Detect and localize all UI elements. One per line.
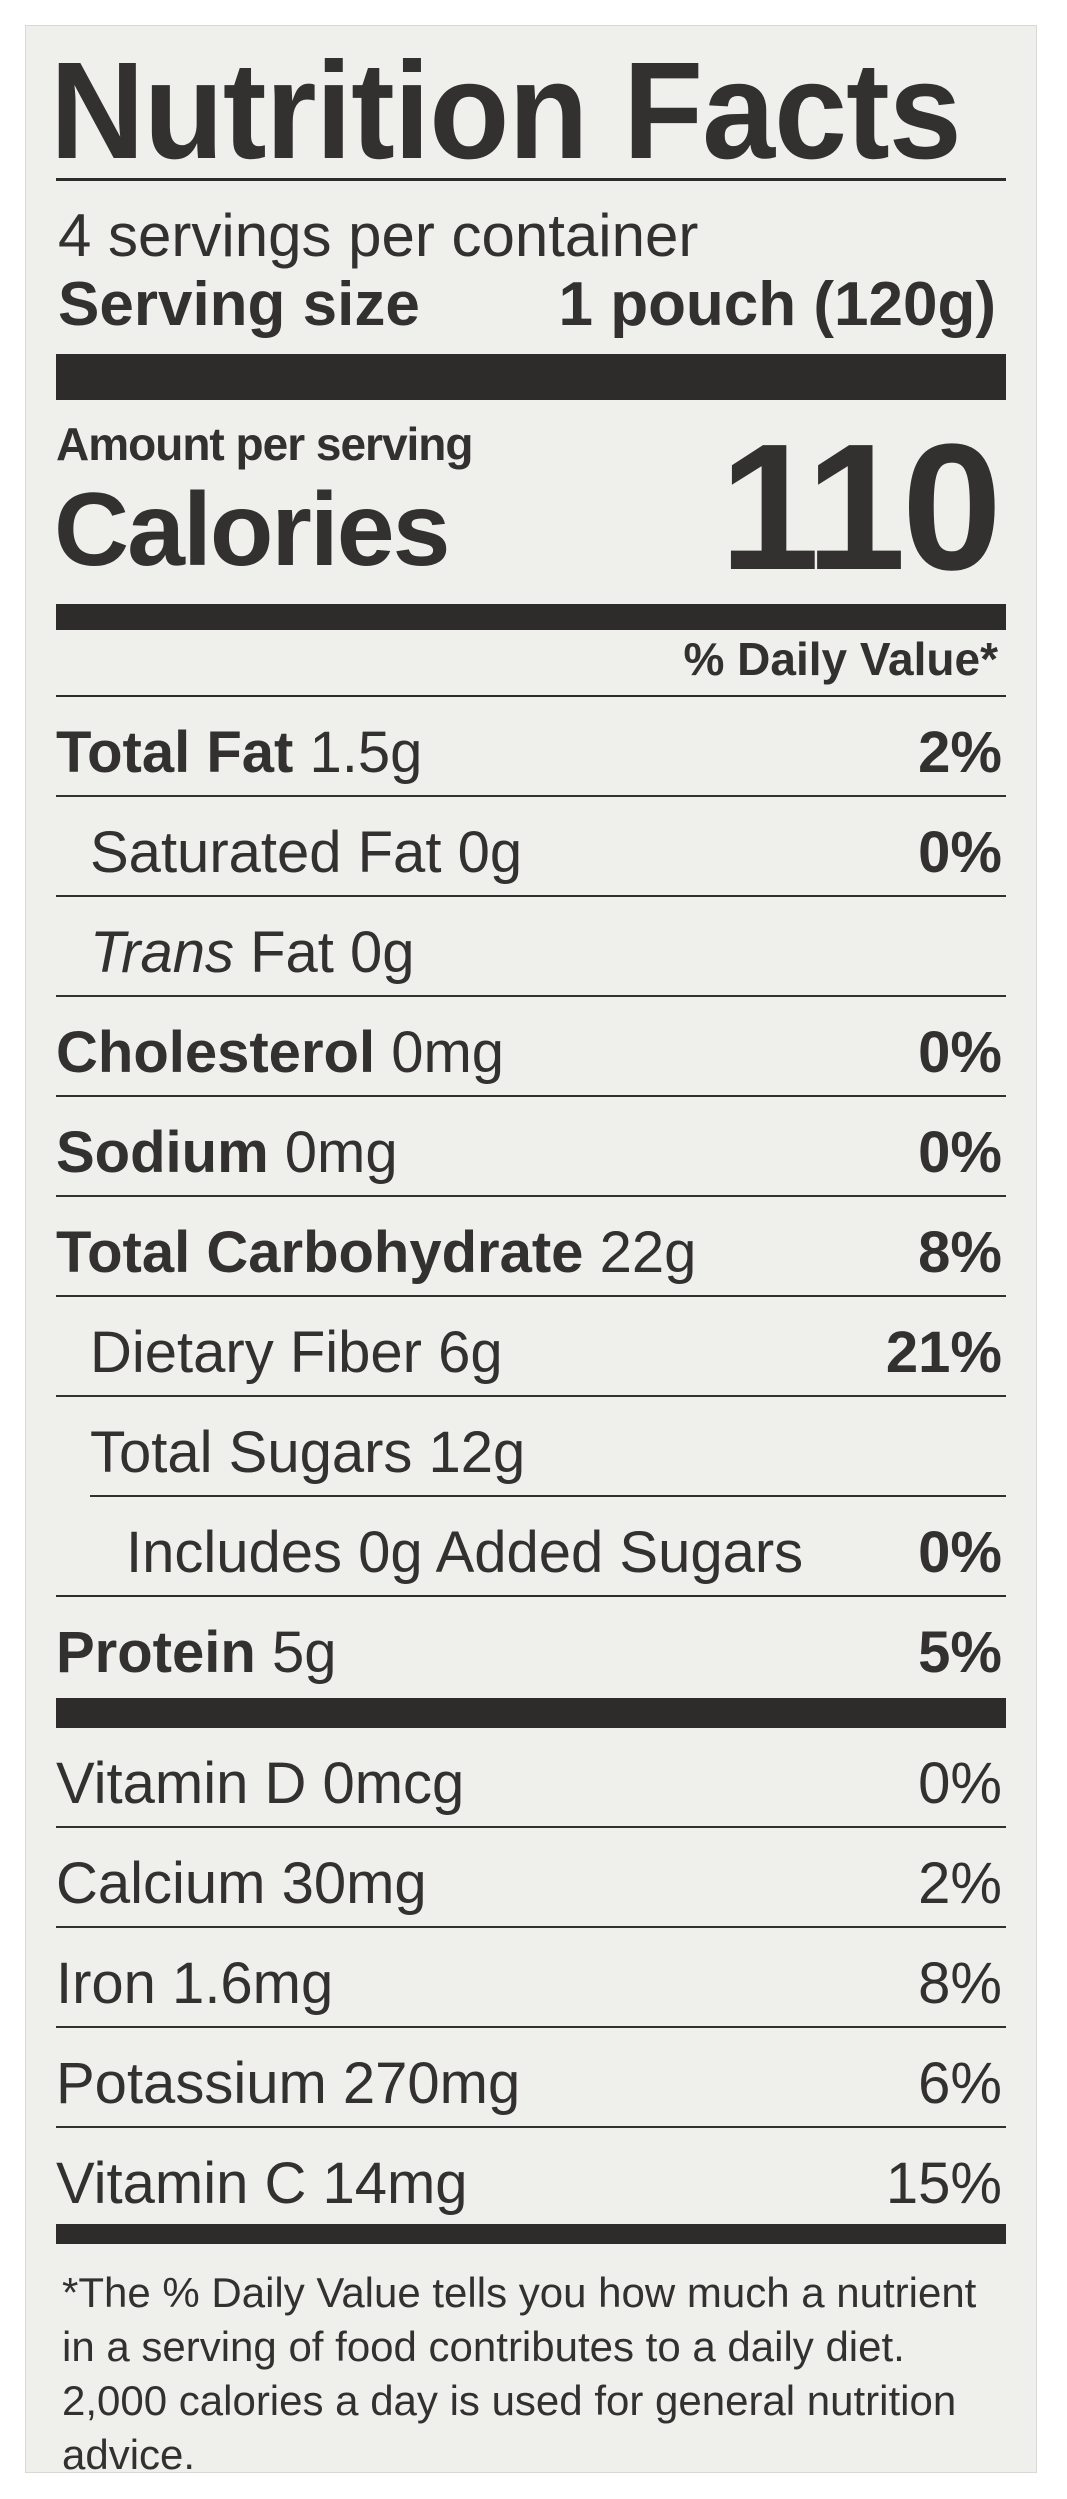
calories-value: 110	[719, 407, 1002, 608]
vitamin-daily-value: 8%	[918, 1951, 1002, 2016]
nutrient-amount: 6g	[438, 1320, 503, 1385]
nutrient-name: Saturated Fat	[90, 820, 442, 885]
vitamin-daily-value: 6%	[918, 2051, 1002, 2116]
vitamin-row-vitamin-c: Vitamin C 14mg 15%	[56, 2128, 1006, 2226]
nutrient-row-trans-fat: Trans Fat 0g	[56, 897, 1006, 997]
nutrient-daily-value: 5%	[918, 1620, 1002, 1685]
nutrient-daily-value: 21%	[885, 1320, 1002, 1385]
nutrient-name: Cholesterol	[56, 1020, 376, 1085]
nutrient-row-total-carbohydrate: Total Carbohydrate 22g 8%	[56, 1197, 1006, 1297]
nutrient-name: Total Sugars	[90, 1420, 413, 1485]
servings-per-container: 4 servings per container	[58, 202, 699, 269]
divider	[56, 695, 1006, 697]
nutrient-name: Fat	[250, 920, 334, 985]
thick-divider	[56, 1698, 1006, 1728]
nutrient-amount: 0g	[457, 820, 523, 885]
thick-divider	[56, 354, 1006, 400]
nutrient-name: Total Fat	[56, 720, 294, 785]
nutrient-name: Dietary Fiber	[90, 1320, 422, 1385]
nutrient-row-dietary-fiber: Dietary Fiber 6g 21%	[56, 1297, 1006, 1397]
nutrient-daily-value: 8%	[918, 1220, 1002, 1285]
calories-label: Calories	[54, 472, 450, 588]
vitamin-name: Potassium 270mg	[56, 2051, 521, 2116]
nutrient-daily-value: 0%	[918, 820, 1002, 885]
nutrient-name: Protein	[56, 1620, 256, 1685]
nutrient-daily-value: 0%	[918, 1020, 1002, 1085]
divider	[56, 1595, 1006, 1597]
nutrient-row-sodium: Sodium 0mg 0%	[56, 1097, 1006, 1197]
nutrient-amount: 22g	[599, 1220, 697, 1285]
nutrient-amount: 0mg	[391, 1020, 505, 1085]
vitamin-row-vitamin-d: Vitamin D 0mcg 0%	[56, 1728, 1006, 1828]
nutrient-amount: 1.5g	[309, 720, 423, 785]
nutrient-row-total-fat: Total Fat 1.5g 2%	[56, 697, 1006, 797]
nutrient-row-added-sugars: Includes 0g Added Sugars 0%	[56, 1497, 1006, 1595]
daily-value-footnote: *The % Daily Value tells you how much a …	[62, 2269, 977, 2478]
vitamin-daily-value: 2%	[918, 1851, 1002, 1916]
vitamin-name: Calcium 30mg	[56, 1851, 427, 1916]
nutrient-name: Total Carbohydrate	[56, 1220, 584, 1285]
vitamin-row-calcium: Calcium 30mg 2%	[56, 1828, 1006, 1928]
nutrient-name: Includes 0g Added Sugars	[126, 1520, 804, 1585]
serving-size-label: Serving size	[58, 270, 420, 339]
nutrient-name: Sodium	[56, 1120, 269, 1185]
nutrient-name-italic: Trans	[90, 920, 234, 985]
nutrient-daily-value: 2%	[918, 720, 1002, 785]
label-title: Nutrition Facts	[50, 34, 962, 188]
nutrition-facts-label: Nutrition Facts 4 servings per container…	[26, 26, 1036, 2478]
vitamin-daily-value: 15%	[885, 2151, 1002, 2216]
nutrient-amount: 5g	[271, 1620, 337, 1685]
daily-value-header: % Daily Value*	[683, 633, 999, 685]
nutrient-row-cholesterol: Cholesterol 0mg 0%	[56, 997, 1006, 1097]
nutrient-amount: 0mg	[284, 1120, 398, 1185]
vitamin-name: Vitamin C 14mg	[56, 2151, 468, 2216]
vitamin-row-iron: Iron 1.6mg 8%	[56, 1928, 1006, 2028]
nutrient-daily-value: 0%	[918, 1520, 1002, 1585]
nutrient-row-protein: Protein 5g 5%	[56, 1597, 1006, 1695]
amount-per-serving: Amount per serving	[56, 418, 474, 470]
nutrient-amount: 12g	[428, 1420, 526, 1485]
vitamin-name: Vitamin D 0mcg	[56, 1751, 465, 1816]
nutrient-row-total-sugars: Total Sugars 12g	[90, 1397, 1006, 1497]
nutrient-row-saturated-fat: Saturated Fat 0g 0%	[56, 797, 1006, 897]
vitamin-daily-value: 0%	[918, 1751, 1002, 1816]
nutrient-daily-value: 0%	[918, 1120, 1002, 1185]
nutrient-amount: 0g	[350, 920, 415, 985]
vitamin-row-potassium: Potassium 270mg 6%	[56, 2028, 1006, 2128]
thick-divider	[56, 2224, 1006, 2244]
divider	[56, 178, 1006, 181]
medium-divider	[56, 604, 1006, 630]
serving-size-value: 1 pouch (120g)	[558, 270, 996, 339]
vitamin-name: Iron 1.6mg	[56, 1951, 334, 2016]
